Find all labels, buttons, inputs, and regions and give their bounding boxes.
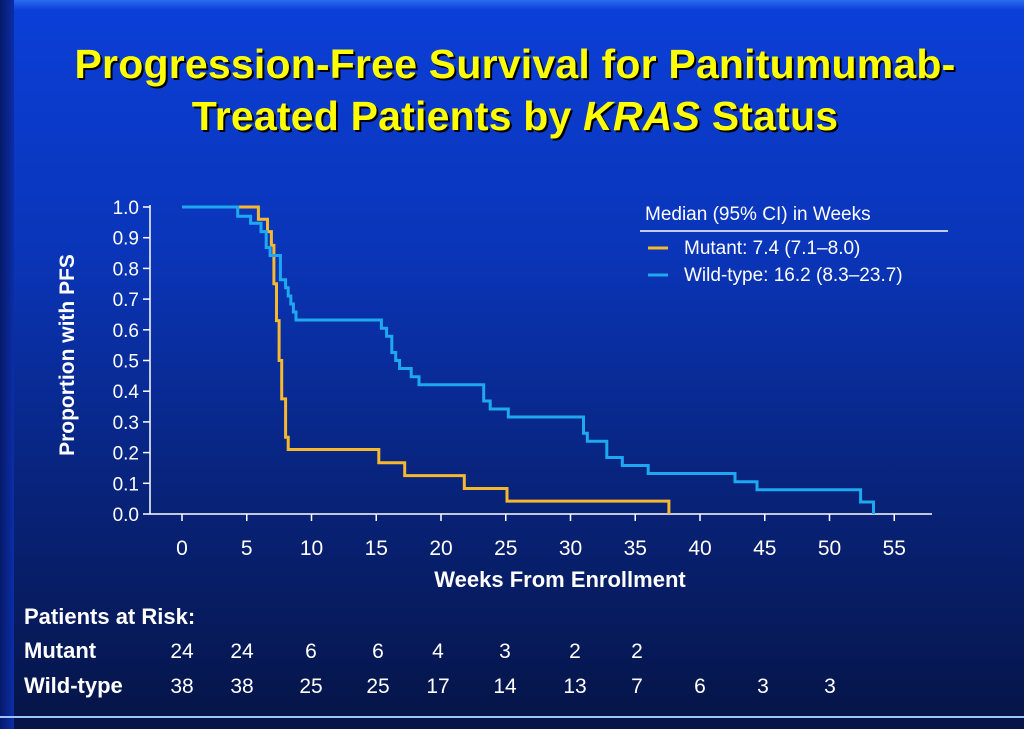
y-tick-label: 0.2 bbox=[113, 444, 139, 465]
series-line-mutant bbox=[182, 205, 671, 514]
series-line-wild-type bbox=[182, 205, 875, 514]
y-tick-label: 0.4 bbox=[113, 382, 140, 403]
slide-top-border bbox=[0, 0, 1024, 10]
x-tick-label: 25 bbox=[494, 537, 517, 560]
slide-bottom-rule bbox=[0, 716, 1024, 718]
x-tick-label: 30 bbox=[559, 537, 582, 560]
x-tick-label: 35 bbox=[624, 537, 647, 560]
y-tick-label: 0.8 bbox=[113, 259, 139, 280]
title-line-2-prefix: Treated Patients by bbox=[191, 93, 584, 139]
title-line-1: Progression-Free Survival for Panitumuma… bbox=[74, 41, 956, 87]
x-tick-label: 45 bbox=[753, 537, 776, 560]
slide-left-border bbox=[0, 0, 14, 729]
y-tick-label: 0.9 bbox=[113, 229, 139, 250]
x-axis-title: Weeks From Enrollment bbox=[434, 567, 686, 592]
y-tick-label: 0.1 bbox=[113, 474, 139, 495]
x-tick-label: 40 bbox=[688, 537, 711, 560]
x-tick-label: 15 bbox=[365, 537, 388, 560]
title-line-2-gene: KRAS bbox=[583, 93, 701, 139]
title-line-2-suffix: Status bbox=[700, 93, 839, 139]
y-tick-label: 0.7 bbox=[113, 290, 139, 311]
y-tick-label: 0.6 bbox=[113, 321, 139, 342]
y-tick-label: 0.5 bbox=[113, 352, 139, 373]
title-line-2: Treated Patients by KRAS Status bbox=[20, 90, 1010, 142]
x-tick-label: 0 bbox=[176, 537, 188, 560]
legend-label-wild-type: Wild-type: 16.2 (8.3–23.7) bbox=[684, 265, 903, 286]
legend-title: Median (95% CI) in Weeks bbox=[645, 204, 871, 225]
x-tick-label: 10 bbox=[300, 537, 323, 560]
x-tick-label: 5 bbox=[241, 537, 253, 560]
slide-title: Progression-Free Survival for Panitumuma… bbox=[20, 38, 1010, 142]
legend-label-mutant: Mutant: 7.4 (7.1–8.0) bbox=[684, 238, 860, 259]
y-tick-label: 0.0 bbox=[113, 505, 139, 526]
y-axis-title: Proportion with PFS bbox=[56, 254, 79, 456]
x-tick-label: 50 bbox=[818, 537, 841, 560]
x-tick-label: 20 bbox=[429, 537, 452, 560]
y-tick-label: 1.0 bbox=[113, 198, 139, 219]
x-tick-label: 55 bbox=[883, 537, 906, 560]
y-tick-label: 0.3 bbox=[113, 413, 139, 434]
